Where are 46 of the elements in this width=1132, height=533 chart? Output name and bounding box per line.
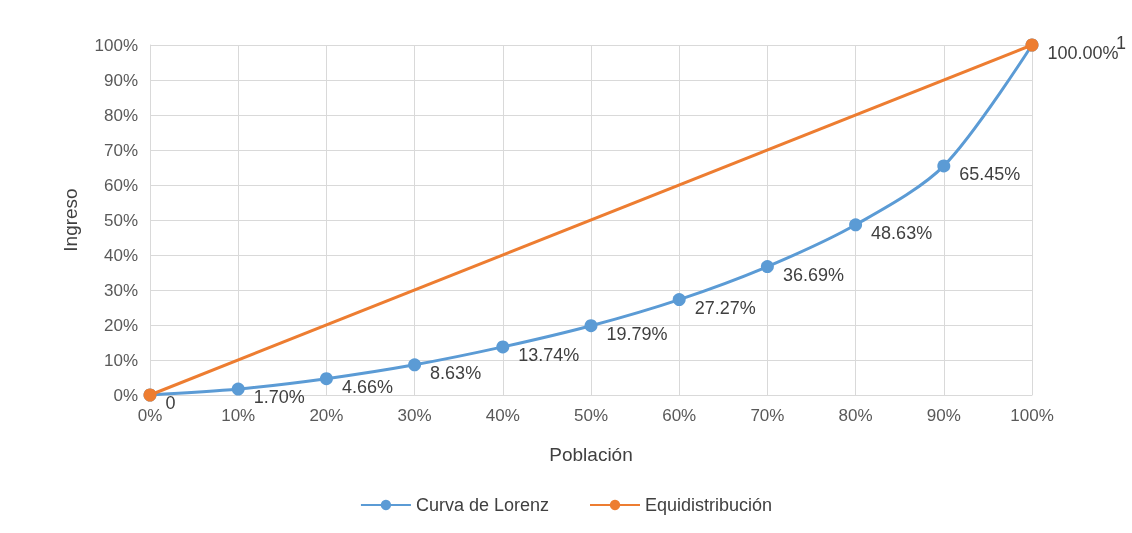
y-tick-label: 60% <box>103 175 138 195</box>
y-axis-title: Ingreso <box>60 188 81 252</box>
y-tick-label: 30% <box>103 280 138 300</box>
data-label: 4.66% <box>341 376 393 397</box>
point <box>408 358 422 372</box>
point <box>849 218 863 232</box>
x-tick-label: 70% <box>750 406 785 425</box>
data-label: 65.45% <box>959 163 1021 184</box>
x-tick-label: 40% <box>485 406 520 425</box>
y-tick-label: 50% <box>103 210 138 230</box>
y-tick-label: 10% <box>103 350 138 370</box>
point <box>937 159 951 173</box>
x-tick-label: 100% <box>1010 406 1054 425</box>
x-tick-label: 60% <box>662 406 697 425</box>
x-axis-title: Población <box>549 444 633 465</box>
legend-label: Curva de Lorenz <box>415 495 549 515</box>
point <box>319 372 333 386</box>
x-tick-label: 30% <box>397 406 432 425</box>
data-label: 0 <box>165 393 176 413</box>
x-tick-label: 0% <box>137 406 163 425</box>
y-tick-label: 70% <box>103 140 138 160</box>
y-tick-label: 20% <box>103 315 138 335</box>
data-label: 36.69% <box>782 264 844 285</box>
data-label: 1.70% <box>253 387 305 408</box>
legend-label: Equidistribución <box>645 495 773 515</box>
data-label: 19.79% <box>606 323 668 344</box>
point <box>231 382 245 396</box>
data-label: 48.63% <box>871 222 933 243</box>
data-label: 13.74% <box>518 344 580 365</box>
y-tick-label: 0% <box>113 385 138 405</box>
point <box>584 319 598 333</box>
x-tick-label: 90% <box>926 406 961 425</box>
x-tick-label: 50% <box>573 406 609 425</box>
point <box>672 293 686 307</box>
y-tick-label: 80% <box>103 105 138 125</box>
x-tick-label: 80% <box>838 406 873 425</box>
y-tick-label: 40% <box>103 245 138 265</box>
data-label: 100.00% <box>1047 43 1119 63</box>
data-label: 27.27% <box>694 297 756 318</box>
y-tick-label: 100% <box>94 35 138 55</box>
point <box>760 260 774 274</box>
y-tick-label: 90% <box>103 70 138 90</box>
data-label: 8.63% <box>430 362 482 383</box>
x-tick-label: 20% <box>309 406 344 425</box>
point <box>496 340 510 354</box>
x-tick-label: 10% <box>221 406 256 425</box>
